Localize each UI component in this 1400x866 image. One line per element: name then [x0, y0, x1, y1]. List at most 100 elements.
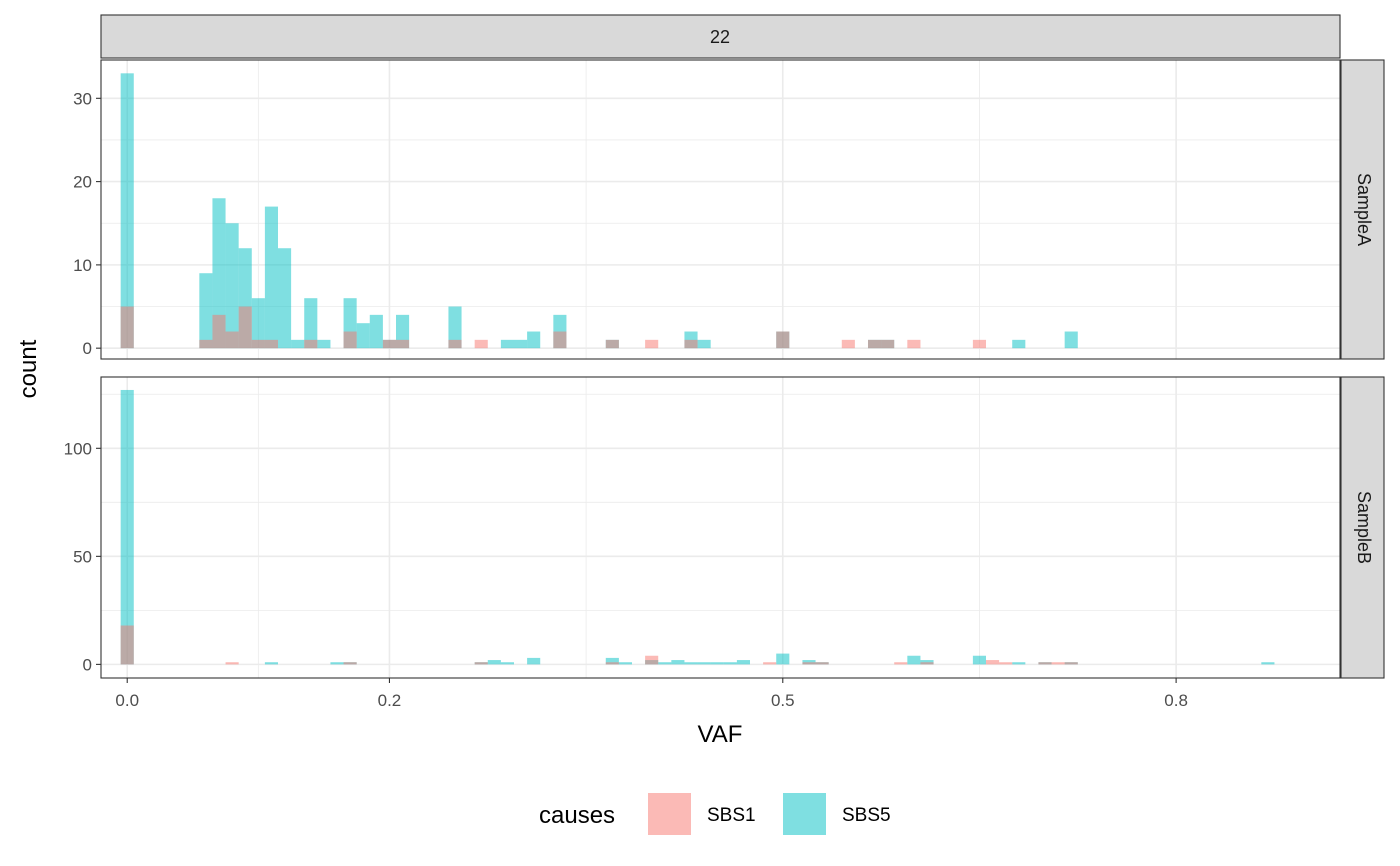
bar-sbs5: [500, 339, 514, 349]
bar-sbs1: [1064, 662, 1078, 665]
y-tick-label: 20: [73, 173, 92, 192]
x-tick-label: 0.2: [378, 691, 402, 710]
bar-sbs5: [1012, 339, 1026, 349]
bar-sbs5: [1012, 662, 1026, 665]
bar-sbs1: [120, 306, 134, 349]
bar-sbs5: [500, 662, 514, 665]
bar-sbs1: [802, 662, 816, 665]
bar-sbs5: [618, 662, 632, 665]
bar-sbs1: [972, 339, 986, 349]
bar-sbs1: [881, 339, 895, 349]
panel-border: [100, 59, 1341, 360]
bar-sbs1: [343, 331, 357, 349]
bar-sbs5: [396, 314, 410, 349]
bar-sbs5: [605, 657, 619, 665]
bar-sbs1: [645, 339, 659, 349]
bar-sbs5: [1261, 662, 1275, 665]
bar-sbs1: [264, 339, 278, 349]
bar-sbs1: [474, 662, 488, 665]
bar-sbs5: [1064, 331, 1078, 349]
row-strip: [1340, 376, 1385, 679]
bar-sbs5: [369, 314, 383, 349]
bar-sbs5: [710, 662, 724, 665]
y-axis-title: count: [15, 339, 42, 398]
row-strip: [1340, 59, 1385, 360]
bar-sbs1: [396, 339, 410, 349]
bar-sbs5: [972, 655, 986, 665]
bar-sbs1: [999, 662, 1013, 665]
bar-sbs5: [264, 206, 278, 349]
bar-sbs1: [868, 339, 882, 349]
bar-sbs1: [815, 662, 829, 665]
x-tick-label: 0.5: [771, 691, 795, 710]
bar-sbs5: [527, 331, 541, 349]
legend: causes SBS1 SBS5: [539, 793, 891, 835]
bar-sbs5: [658, 662, 672, 665]
bar-sbs1: [894, 662, 908, 665]
column-strip: [100, 14, 1341, 59]
bar-sbs5: [487, 660, 501, 665]
panel-border: [100, 376, 1341, 679]
bar-sbs1: [120, 625, 134, 665]
bar-sbs1: [907, 339, 921, 349]
row-strip-label: SampleA: [1354, 173, 1374, 246]
bar-sbs5: [199, 273, 213, 349]
y-tick-label: 0: [83, 655, 92, 674]
bar-sbs5: [448, 306, 462, 349]
x-axis-title: VAF: [698, 721, 743, 748]
bar-sbs5: [264, 662, 278, 665]
bar-sbs1: [225, 331, 239, 349]
bar-sbs5: [527, 657, 541, 665]
x-axis: 0.0 0.2 0.5 0.8: [115, 678, 1188, 710]
y-tick-label: 10: [73, 256, 92, 275]
bar-sbs5: [697, 662, 711, 665]
bar-sbs5: [684, 662, 698, 665]
bar-sbs5: [278, 248, 292, 349]
bar-sbs5: [736, 660, 750, 665]
bar-sbs1: [448, 339, 462, 349]
bar-sbs5: [802, 660, 816, 665]
bar-sbs5: [356, 323, 370, 349]
panel-sample-b: 0 50 100 SampleB: [64, 376, 1385, 679]
bar-sbs1: [238, 306, 252, 349]
bar-sbs5: [291, 339, 305, 349]
panel-sample-a: 0 10 20 30 SampleA: [73, 59, 1385, 360]
bar-sbs1: [382, 339, 396, 349]
bar-sbs1: [986, 660, 1000, 665]
bar-sbs1: [776, 331, 790, 349]
bar-sbs5: [907, 655, 921, 665]
bar-sbs5: [120, 73, 134, 349]
bar-sbs5: [514, 339, 528, 349]
x-tick-label: 0.8: [1164, 691, 1188, 710]
panel-background: [101, 377, 1340, 678]
bar-sbs1: [684, 339, 698, 349]
bar-sbs1: [605, 339, 619, 349]
column-strip-label: 22: [710, 27, 730, 47]
bar-sbs1: [212, 314, 226, 349]
bar-sbs5: [776, 653, 790, 665]
legend-title: causes: [539, 802, 615, 829]
bar-sbs1: [920, 662, 934, 665]
bar-sbs1: [645, 655, 659, 665]
y-tick-label: 0: [83, 339, 92, 358]
legend-label-sbs1: SBS1: [707, 805, 756, 826]
bar-sbs5: [920, 660, 934, 665]
bar-sbs5: [697, 339, 711, 349]
bar-sbs1: [251, 339, 265, 349]
bar-sbs5: [225, 223, 239, 349]
legend-key-sbs1: [648, 793, 691, 835]
bar-sbs1: [304, 339, 318, 349]
bar-sbs5: [304, 298, 318, 349]
bar-sbs5: [212, 198, 226, 349]
bar-sbs1: [225, 662, 239, 665]
legend-key-sbs5: [783, 793, 826, 835]
bar-sbs1: [474, 339, 488, 349]
bar-sbs5: [251, 298, 265, 349]
bar-sbs5: [317, 339, 331, 349]
bar-sbs1: [343, 662, 357, 665]
bar-sbs1: [199, 339, 213, 349]
x-tick-label: 0.0: [115, 691, 139, 710]
bar-sbs1: [841, 339, 855, 349]
bar-sbs5: [120, 389, 134, 665]
